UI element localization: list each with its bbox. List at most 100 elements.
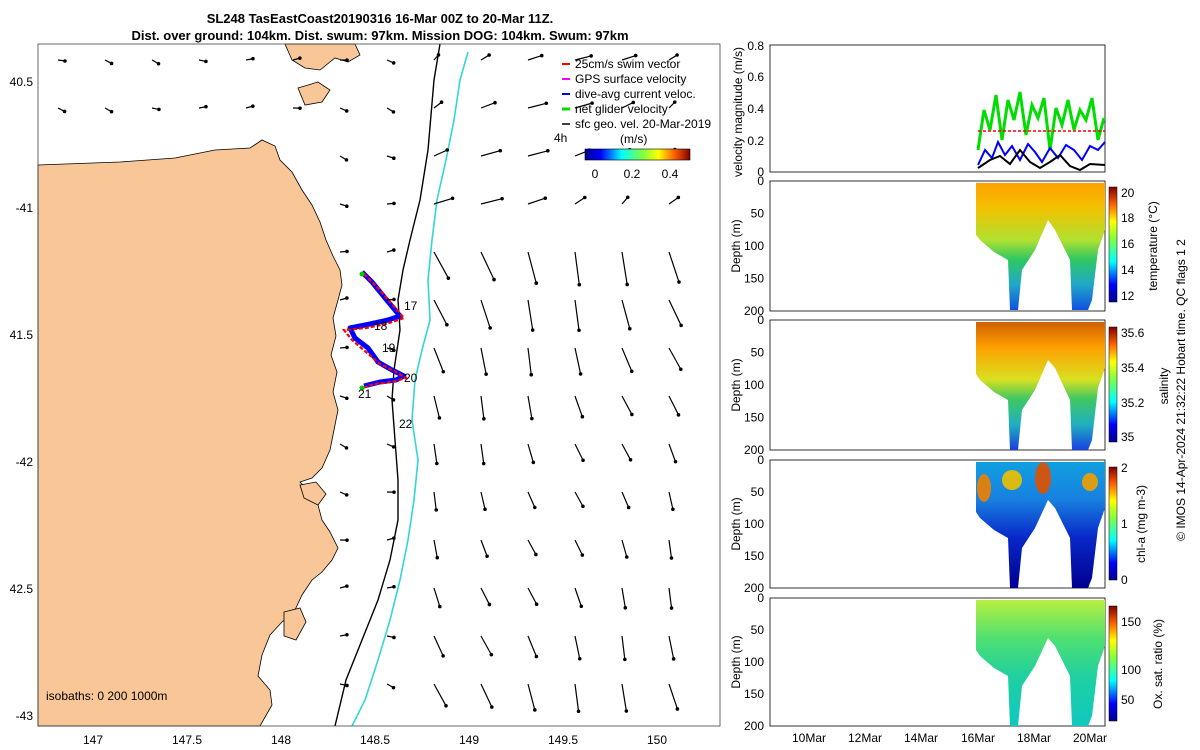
legend-sfc-geo: sfc geo. vel. 20-Mar-2019: [575, 117, 711, 131]
velocity-panel: 0.8 0.6 0.4 0.2 0 velocity magnitude (m/…: [731, 39, 1106, 179]
oxygen-depth-tick: 50: [751, 623, 765, 637]
lon-tick-150: 150: [647, 733, 667, 747]
sfc-velocity-arrow: [433, 299, 448, 325]
day-label-20: 20: [404, 371, 418, 385]
sfc-velocity-arrowhead: [679, 323, 683, 328]
temperature-depth-tick: 100: [744, 239, 764, 253]
chla-cbar-label: chl-a (mg m-3): [1134, 485, 1148, 563]
sfc-velocity-arrowhead: [492, 277, 496, 282]
sfc-velocity-arrowhead: [251, 104, 255, 108]
sfc-velocity-arrow: [621, 635, 626, 660]
temp-cbar-tick-14: 14: [1121, 263, 1135, 277]
oxygen-depth-tick: 150: [744, 687, 764, 701]
sfc-velocity-arrow: [480, 251, 495, 280]
sfc-velocity-arrowhead: [445, 148, 449, 152]
sfc-velocity-arrowhead: [345, 249, 349, 254]
flinders-island: [284, 43, 361, 71]
sfc-velocity-arrowhead: [298, 106, 302, 110]
sfc-velocity-arrow: [433, 347, 444, 372]
chla-depth-tick: 0: [757, 453, 764, 467]
sfc-velocity-arrowhead: [392, 156, 396, 161]
lat-tick-42: -42: [16, 455, 34, 469]
sfc-velocity-arrowhead: [498, 148, 503, 153]
sfc-velocity-arrowhead: [671, 507, 675, 512]
sfc-velocity-arrow: [480, 150, 501, 157]
oxygen-section: [976, 600, 1105, 726]
sfc-velocity-arrowhead: [539, 53, 544, 58]
sfc-velocity-arrowhead: [488, 326, 492, 330]
sfc-velocity-arrow: [574, 491, 584, 507]
sfc-velocity-arrow: [527, 251, 537, 284]
sfc-velocity-arrowhead: [673, 459, 678, 464]
chla-depth-tick: 150: [744, 549, 764, 563]
sfc-velocity-arrowhead: [345, 683, 349, 688]
sfc-velocity-arrowhead: [344, 493, 349, 497]
oxygen-depth-tick: 0: [757, 591, 764, 605]
sfc-velocity-arrow: [527, 491, 536, 508]
salinity-depth-ylabel: Depth (m): [729, 358, 743, 411]
temperature-depth-ylabel: Depth (m): [729, 219, 743, 272]
sfc-velocity-arrow: [433, 635, 444, 657]
day-label-17: 17: [404, 299, 418, 313]
legend-net-glider: net glider velocity: [575, 102, 668, 116]
sfc-velocity-arrowhead: [630, 412, 634, 417]
sfc-velocity-arrowhead: [345, 296, 349, 300]
chla-patch: [977, 474, 991, 502]
sfc-velocity-arrow: [668, 443, 677, 462]
sfc-velocity-arrowhead: [576, 709, 581, 714]
date-tick-10mar: 10Mar: [792, 731, 826, 745]
sfc-velocity-arrow: [668, 299, 682, 326]
sfc-velocity-arrowhead: [345, 345, 349, 350]
sfc-velocity-arrow: [668, 347, 682, 370]
title-line-1: SL248 TasEastCoast20190316 16-Mar 00Z to…: [206, 11, 554, 26]
oxygen-depth-ylabel: Depth (m): [729, 635, 743, 688]
sal-cbar-tick-35-2: 35.2: [1121, 396, 1145, 410]
ox-cbar-tick-150: 150: [1121, 615, 1141, 629]
lon-tick-149-5: 149.5: [548, 733, 578, 747]
sfc-velocity-arrowhead: [577, 328, 581, 333]
sfc-velocity-arrowhead: [631, 100, 636, 105]
sfc-velocity-arrowhead: [676, 413, 681, 417]
date-tick-20mar: 20Mar: [1073, 731, 1107, 745]
sfc-velocity-arrow: [668, 196, 679, 205]
sfc-velocity-arrow: [480, 102, 496, 109]
speed-tick-0: 0: [592, 167, 599, 181]
sfc-velocity-arrowhead: [675, 53, 679, 57]
sfc-velocity-arrowhead: [392, 635, 396, 640]
sfc-velocity-arrowhead: [156, 61, 161, 66]
isobath-200m: [334, 43, 441, 727]
cape-barren-island: [297, 81, 331, 106]
sfc-velocity-arrowhead: [490, 705, 494, 709]
sfc-velocity-arrows: [57, 53, 683, 714]
sfc-velocity-arrowhead: [493, 100, 497, 105]
sfc-velocity-arrowhead: [530, 328, 535, 332]
tasmania-land: [37, 139, 343, 727]
oxygen-colorbar: [1108, 605, 1118, 722]
sfc-velocity-arrowhead: [627, 326, 632, 331]
temperature-depth-tick: 200: [744, 304, 764, 318]
sfc-velocity-arrowhead: [483, 507, 487, 512]
sfc-velocity-arrowhead: [624, 709, 629, 713]
sfc-velocity-arrow: [433, 395, 440, 419]
sfc-velocity-arrowhead: [437, 604, 442, 609]
sfc-velocity-arrowhead: [436, 53, 441, 57]
sfc-velocity-arrowhead: [534, 552, 538, 557]
legend-gps-velocity: GPS surface velocity: [575, 72, 686, 86]
sfc-velocity-arrow: [621, 55, 636, 61]
legend-swim-vector: 25cm/s swim vector: [575, 57, 680, 71]
temp-cbar-tick-16: 16: [1121, 237, 1135, 251]
chla-depth-tick: 50: [751, 485, 765, 499]
sfc-velocity-arrow: [527, 55, 542, 61]
sfc-velocity-arrow: [621, 443, 632, 461]
chla-section: [976, 462, 1105, 588]
imos-credit: © IMOS 14-Apr-2024 21:32:22 Hobart time.…: [1174, 239, 1188, 541]
title-line-2: Dist. over ground: 104km. Dist. swum: 97…: [131, 28, 629, 43]
sfc-velocity-arrowhead: [391, 685, 396, 690]
temp-cbar-tick-18: 18: [1121, 211, 1135, 225]
sfc-velocity-arrow: [480, 539, 488, 557]
day-label-21: 21: [358, 387, 372, 401]
sfc-velocity-arrow: [621, 395, 633, 415]
isobath-1000m: [351, 51, 469, 727]
sfc-velocity-arrowhead: [625, 195, 630, 200]
vel-tick-0-6: 0.6: [747, 70, 764, 84]
